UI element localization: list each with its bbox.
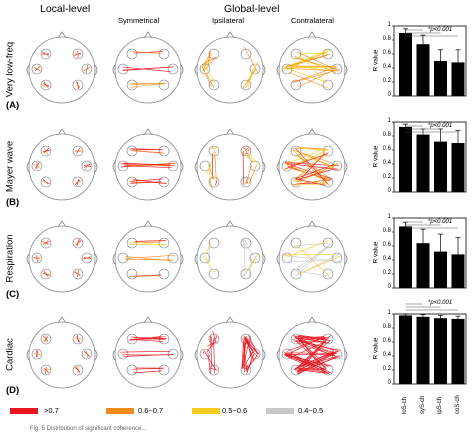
- bar-chart-panel: [392, 303, 467, 385]
- bar: [416, 243, 430, 288]
- y-tick-label: 0: [387, 380, 391, 386]
- row-letter: (D): [6, 385, 20, 396]
- bar-chart-panel: [392, 121, 467, 193]
- legend-swatch-gray: [266, 408, 294, 414]
- y-tick-label: 0: [387, 188, 391, 194]
- row-letter: (B): [6, 197, 20, 208]
- y-axis-label: R value: [372, 49, 380, 72]
- p-value-annotation: *p<0.001: [428, 123, 453, 129]
- y-axis-label: R value: [372, 337, 380, 360]
- plot-frame: [393, 121, 467, 193]
- y-tick-label: 0.8: [382, 324, 391, 330]
- head-map: [26, 128, 98, 201]
- head-map: [26, 31, 98, 104]
- plot-frame: [393, 25, 467, 97]
- symmetrical-header: Symmetrical: [118, 16, 160, 25]
- head-map: [26, 220, 98, 293]
- bar: [399, 226, 412, 288]
- y-tick-label: 1: [387, 310, 391, 316]
- legend-label-red: >0.7: [44, 406, 59, 415]
- local-level-header: Local-level: [40, 3, 91, 15]
- row-letter: (A): [6, 100, 20, 111]
- bar-chart-panel: [392, 217, 467, 289]
- category-label: loS-ch: [402, 396, 408, 414]
- bar-chart-panel: [392, 25, 467, 97]
- bar: [416, 44, 430, 96]
- p-value-annotation: *p<0.001: [428, 219, 453, 225]
- y-tick-label: 0: [387, 92, 391, 98]
- contralateral-header: Contralateral: [291, 16, 334, 25]
- y-tick-label: 0.6: [382, 338, 391, 344]
- bar: [434, 318, 447, 384]
- y-tick-label: 0.2: [382, 174, 391, 180]
- bar: [451, 62, 465, 96]
- head-map: [112, 31, 184, 104]
- head-map: [276, 128, 348, 201]
- bar: [399, 126, 412, 192]
- head-map: [194, 220, 266, 293]
- legend-label-yellow: 0.5~0.6: [222, 406, 248, 415]
- plot-frame: [393, 313, 467, 385]
- category-label: syS-ch: [419, 395, 426, 414]
- bar: [399, 315, 412, 384]
- y-tick-label: 0.6: [382, 146, 391, 152]
- legend: >0.7 0.6~0.7 0.5~0.6 0.4~0.5: [10, 404, 330, 418]
- y-axis-label: R value: [372, 241, 380, 264]
- y-tick-label: 0: [387, 284, 391, 290]
- y-tick-label: 0.4: [382, 160, 391, 166]
- y-axis-label: R value: [372, 145, 380, 168]
- legend-label-gray: 0.4~0.5: [298, 406, 324, 415]
- bar: [399, 33, 412, 96]
- head-map: [194, 31, 266, 104]
- y-tick-label: 1: [387, 118, 391, 124]
- ipsilateral-header: Ipsilateral: [212, 16, 245, 25]
- bar: [434, 141, 447, 192]
- category-label: ipS-ch: [437, 396, 443, 414]
- head-map: [112, 128, 184, 201]
- y-tick-label: 1: [387, 22, 391, 28]
- bar: [451, 254, 465, 288]
- global-level-header: Global-level: [224, 3, 280, 15]
- head-map: [194, 316, 266, 389]
- category-label: coS-ch: [454, 395, 461, 414]
- bar: [416, 316, 430, 384]
- bar: [451, 318, 465, 384]
- y-tick-label: 0.4: [382, 64, 391, 70]
- y-tick-label: 0.6: [382, 50, 391, 56]
- bar: [451, 143, 465, 192]
- head-map: [26, 316, 98, 389]
- head-map: [276, 220, 348, 293]
- bar: [434, 61, 447, 96]
- bar: [434, 251, 447, 288]
- head-map: [276, 316, 348, 389]
- y-tick-label: 0.8: [382, 36, 391, 42]
- y-tick-label: 0.2: [382, 270, 391, 276]
- y-tick-label: 0.8: [382, 132, 391, 138]
- row-letter: (C): [6, 289, 20, 300]
- y-tick-label: 0.4: [382, 256, 391, 262]
- y-tick-label: 0.2: [382, 366, 391, 372]
- plot-frame: [393, 217, 467, 289]
- legend-swatch-yellow: [192, 408, 220, 414]
- y-tick-label: 0.4: [382, 352, 391, 358]
- y-tick-label: 0.6: [382, 242, 391, 248]
- p-value-annotation: *p<0.001: [428, 27, 453, 33]
- legend-swatch-red: [10, 408, 38, 414]
- head-map: [112, 220, 184, 293]
- bar: [416, 134, 430, 192]
- legend-label-orange: 0.6~0.7: [138, 406, 164, 415]
- y-tick-label: 0.2: [382, 78, 391, 84]
- y-tick-label: 0.8: [382, 228, 391, 234]
- y-tick-label: 1: [387, 214, 391, 220]
- figure-caption: Fig. 5 Distribution of significant coher…: [30, 426, 147, 432]
- head-map: [194, 128, 266, 201]
- head-map: [112, 316, 184, 389]
- p-value-annotation: *p<0.001: [428, 300, 453, 306]
- legend-swatch-orange: [106, 408, 134, 414]
- head-map: [276, 31, 348, 104]
